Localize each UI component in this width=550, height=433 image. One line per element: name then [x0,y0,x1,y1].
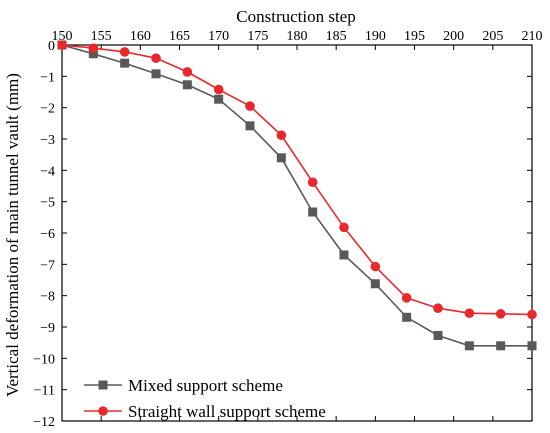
x-tick-label: 205 [482,29,503,44]
data-point-circle [151,53,161,63]
x-tick-label: 185 [326,29,347,44]
series-line [61,44,533,316]
y-tick-label: −8 [40,290,55,305]
plot-frame [61,44,533,422]
data-point-square [370,279,380,289]
x-tick-label: 165 [169,29,190,44]
y-tick-label: 0 [48,39,55,54]
legend-marker-circle [98,406,108,416]
legend-label: Straight wall support scheme [128,402,326,421]
legend-marker-square [98,380,108,390]
data-point-circle [307,177,318,188]
y-axis-title: Vertical deformation of main tunnel vaul… [3,73,22,397]
data-point-circle [276,130,287,141]
y-tick-label: −5 [40,196,55,211]
x-tick-label: 180 [287,29,308,44]
data-point-circle [495,309,506,319]
x-tick-label: 210 [522,29,543,44]
data-point-circle [182,67,193,77]
data-point-circle [464,308,475,319]
series-layer [57,40,537,351]
y-tick-label: −10 [33,352,55,367]
series-2 [57,40,537,320]
data-point-circle [245,101,255,111]
plot-axes: 150 155 160 165 170 175 180 185 190 195 200 205 210 0… [33,29,542,430]
x-tick-label: 150 [52,29,73,44]
y-tick-label: −2 [40,102,55,117]
y-tick-label: −4 [40,164,55,179]
data-point-circle [119,47,130,57]
legend-label: Mixed support scheme [128,376,283,395]
x-tick-label: 170 [208,29,229,44]
data-point-circle [370,261,381,272]
x-tick-label: 190 [365,29,386,44]
data-point-square [496,341,506,351]
y-tick-label: −3 [40,133,55,148]
data-point-square [339,250,349,260]
x-tick-label: 200 [443,29,464,44]
data-point-circle [213,84,224,95]
data-point-square [245,121,255,131]
data-point-circle [433,303,443,314]
data-point-square [402,312,412,322]
data-point-circle [339,222,349,233]
data-point-square [308,207,318,217]
legend-item-1: Mixed support scheme [84,376,283,395]
data-point-square [527,341,537,351]
y-tick-label: −12 [33,415,55,430]
legend: Mixed support scheme Straight wall suppor… [84,376,326,421]
data-point-square [433,330,443,340]
data-point-square [182,80,192,90]
y-tick-label: −6 [40,227,55,242]
y-tick-label: −9 [40,321,55,336]
legend-item-2: Straight wall support scheme [84,402,326,421]
x-tick-label: 160 [130,29,151,44]
data-point-circle [57,40,67,50]
series-line [61,44,532,347]
data-point-square [120,58,130,68]
data-point-square [88,49,98,59]
data-point-square [214,94,224,104]
series-1 [57,40,537,351]
y-tick-label: −1 [40,70,55,85]
data-point-circle [88,43,99,53]
data-point-square [151,69,161,79]
x-tick-label: 155 [91,29,112,44]
y-tick-label: −11 [34,384,55,399]
x-tick-label: 195 [404,29,425,44]
data-point-circle [401,293,412,303]
x-axis-title: Construction step [236,7,355,26]
y-tick-label: −7 [40,258,55,273]
data-point-square [464,341,474,351]
x-tick-label: 175 [247,29,268,44]
data-point-circle [527,309,537,320]
data-point-square [276,153,286,163]
